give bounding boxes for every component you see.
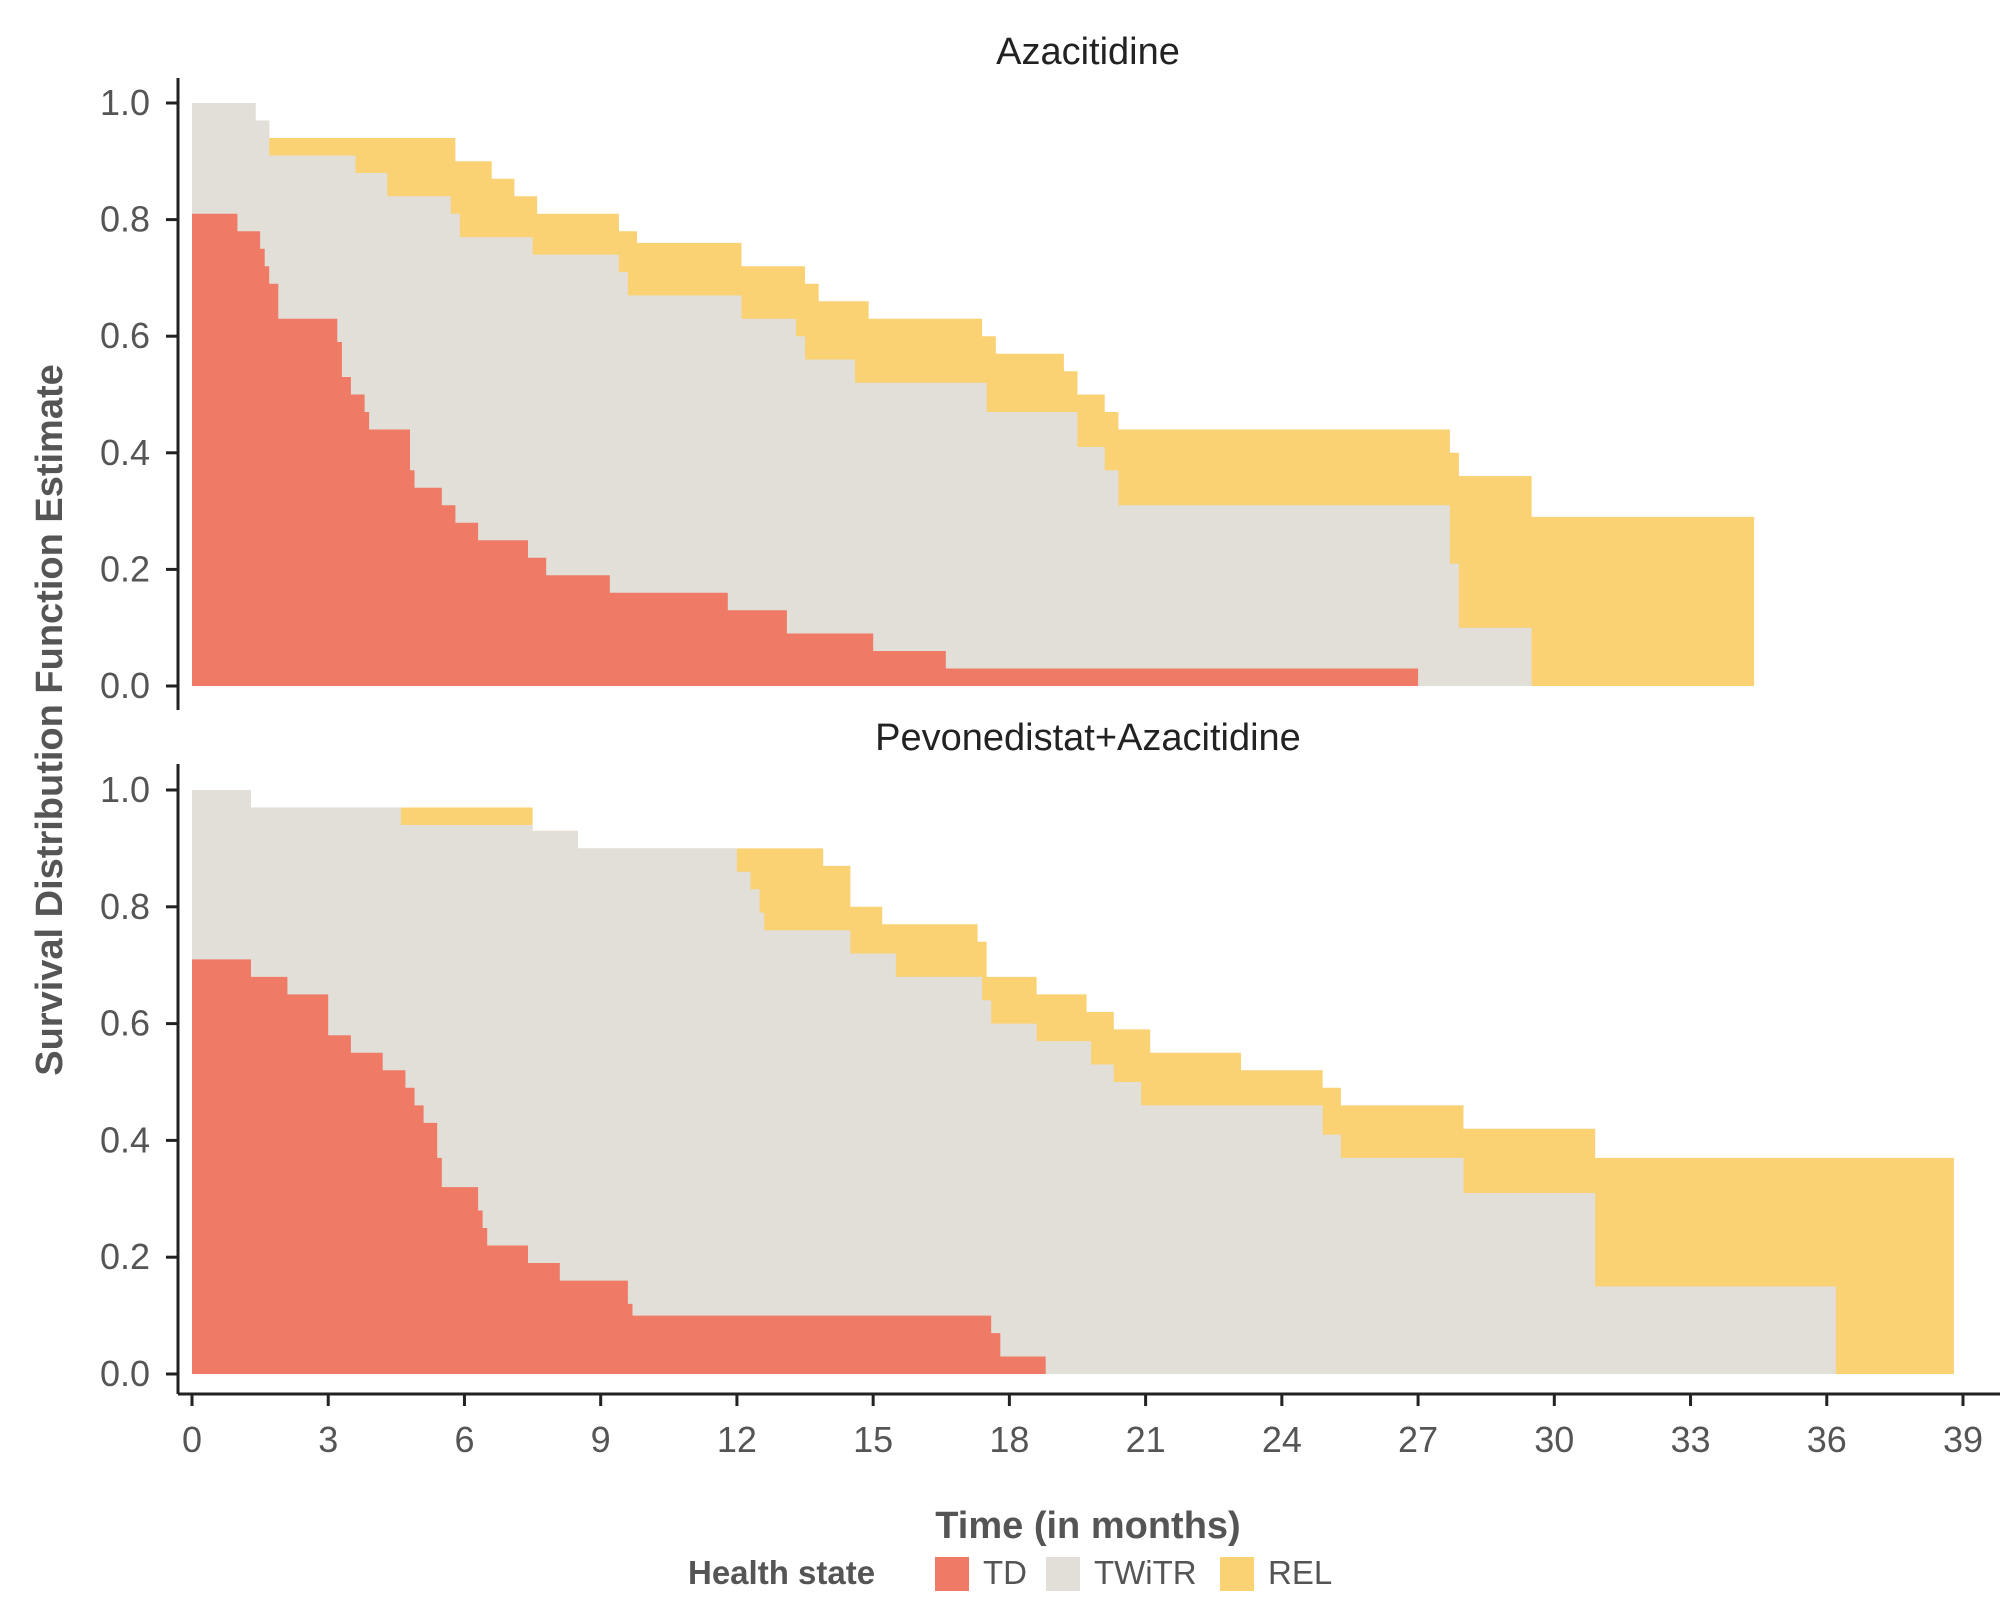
area-twitr-panel-0	[192, 103, 1532, 686]
y-tick-label: 1.0	[100, 769, 150, 810]
legend: Health state TD TWiTR REL	[688, 1554, 1332, 1591]
area-td-panel-0	[192, 213, 1419, 687]
legend-swatch-rel	[1220, 1557, 1254, 1591]
x-tick-label: 15	[853, 1419, 893, 1460]
x-tick-label: 36	[1807, 1419, 1847, 1460]
x-tick-label: 39	[1943, 1419, 1983, 1460]
x-tick-label: 24	[1262, 1419, 1302, 1460]
y-tick-label: 0.4	[100, 432, 150, 473]
x-ticks: 0 3 6 9 12 15 18 21 24 27 30 33 36 39	[182, 1394, 1983, 1460]
y-tick-label: 0.4	[100, 1119, 150, 1160]
x-tick-label: 33	[1671, 1419, 1711, 1460]
x-axis-title: Time (in months)	[935, 1505, 1240, 1547]
y-tick-label: 0.0	[100, 1353, 150, 1394]
panel-1-areas	[192, 790, 1954, 1374]
y-tick-label: 0.2	[100, 548, 150, 589]
x-tick-label: 30	[1534, 1419, 1574, 1460]
y-axis-title: Survival Distribution Function Estimate	[29, 364, 71, 1076]
legend-label-td: TD	[983, 1554, 1027, 1591]
x-tick-label: 18	[989, 1419, 1029, 1460]
x-tick-label: 6	[454, 1419, 474, 1460]
x-tick-label: 0	[182, 1419, 202, 1460]
legend-title: Health state	[688, 1554, 875, 1591]
area-twitr-panel-1	[192, 790, 1836, 1374]
x-tick-label: 9	[591, 1419, 611, 1460]
panel-1-y-ticks: 0.0 0.2 0.4 0.6 0.8 1.0	[100, 769, 178, 1394]
y-tick-label: 0.6	[100, 1003, 150, 1044]
panel-title-pevonedistat-azacitidine: Pevonedistat+Azacitidine	[875, 717, 1301, 759]
legend-swatch-twitr	[1046, 1557, 1080, 1591]
legend-swatch-td	[935, 1557, 969, 1591]
panel-title-azacitidine: Azacitidine	[996, 31, 1180, 73]
panel-azacitidine: Azacitidine 0.0 0.2 0.4 0.6 0.8 1.0	[100, 31, 1755, 710]
legend-label-twitr: TWiTR	[1094, 1554, 1197, 1591]
y-tick-label: 0.6	[100, 315, 150, 356]
y-tick-label: 0.8	[100, 886, 150, 927]
area-td-panel-1	[192, 959, 1046, 1374]
legend-label-rel: REL	[1268, 1554, 1332, 1591]
x-tick-label: 3	[318, 1419, 338, 1460]
panel-0-areas	[192, 103, 1755, 687]
panel-0-y-ticks: 0.0 0.2 0.4 0.6 0.8 1.0	[100, 82, 178, 706]
x-tick-label: 21	[1126, 1419, 1166, 1460]
x-tick-label: 12	[717, 1419, 757, 1460]
y-tick-label: 1.0	[100, 82, 150, 123]
panel-pevonedistat-azacitidine: Pevonedistat+Azacitidine 0.0 0.2 0.4 0.6 0.8…	[100, 717, 1954, 1394]
x-tick-label: 27	[1398, 1419, 1438, 1460]
y-tick-label: 0.8	[100, 199, 150, 240]
y-tick-label: 0.2	[100, 1236, 150, 1277]
y-tick-label: 0.0	[100, 665, 150, 706]
